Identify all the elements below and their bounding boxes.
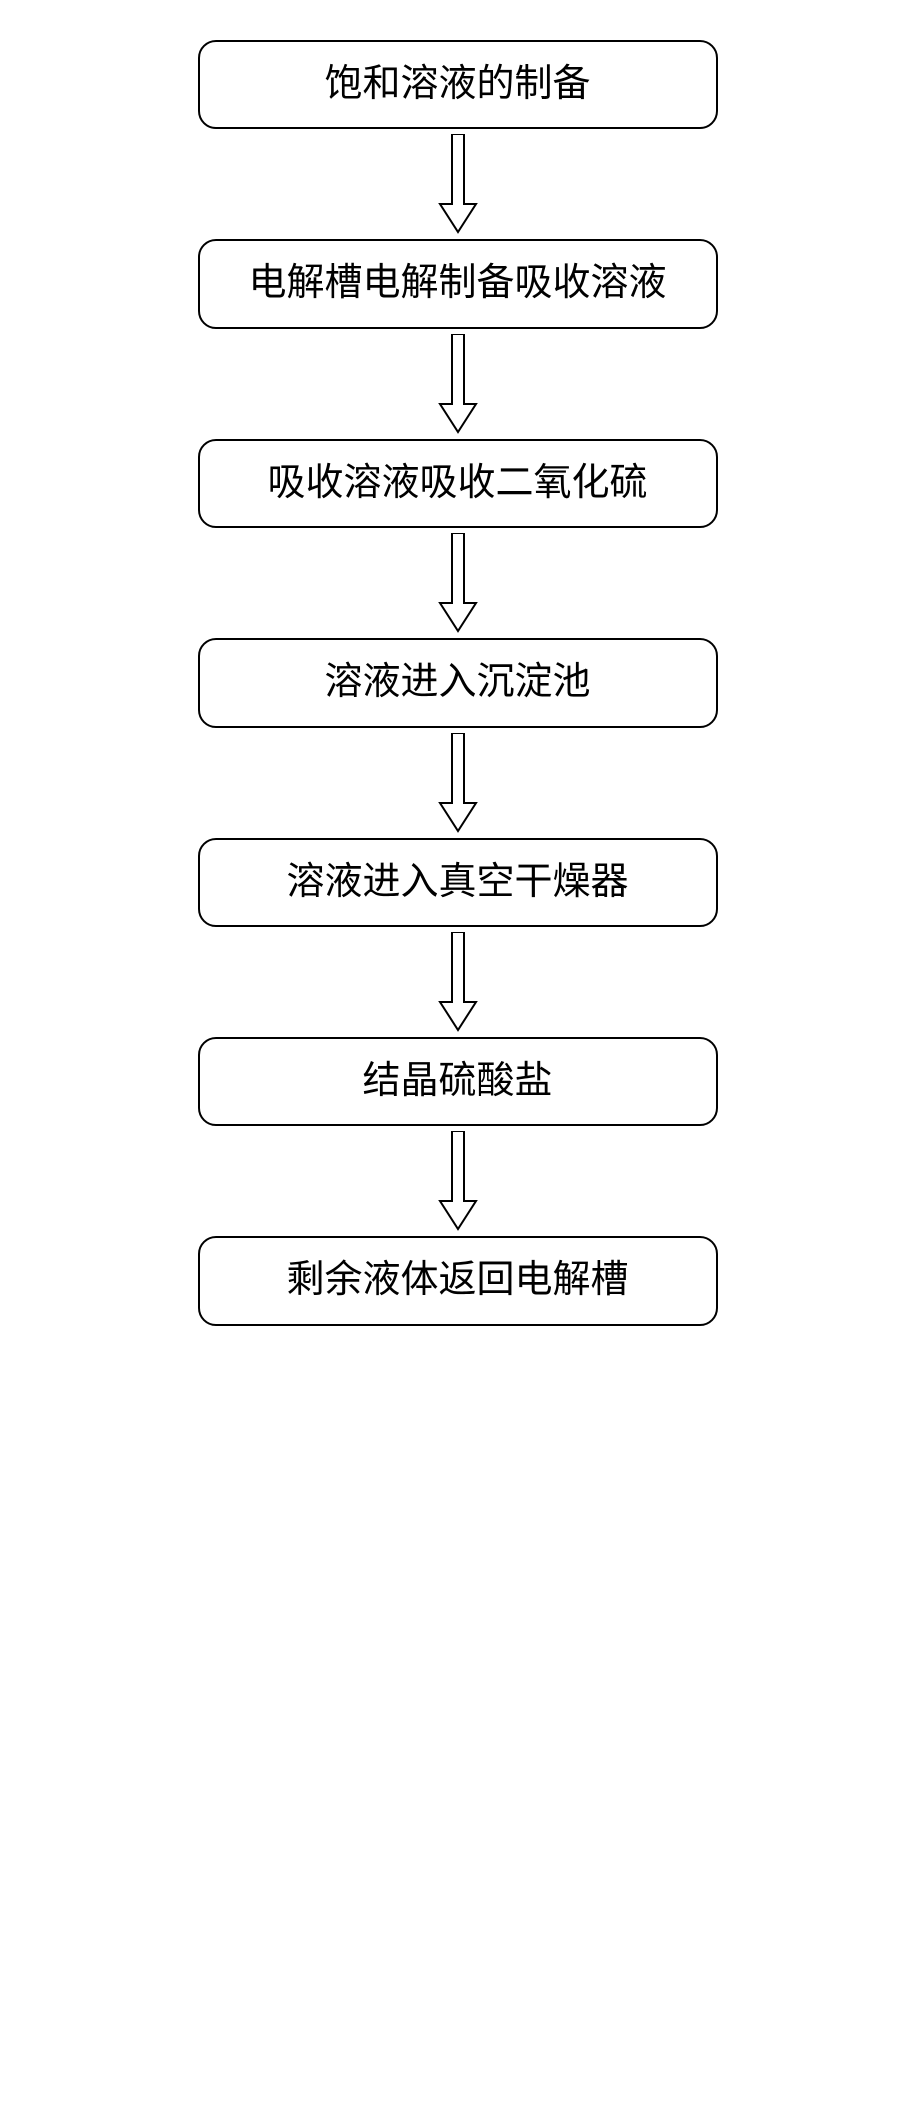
- flow-step-7: 剩余液体返回电解槽: [198, 1236, 718, 1325]
- flow-step-4: 溶液进入沉淀池: [198, 638, 718, 727]
- flow-step-label: 电解槽电解制备吸收溶液: [248, 262, 666, 304]
- flow-step-label: 溶液进入沉淀池: [324, 661, 590, 703]
- flow-step-label: 结晶硫酸盐: [362, 1060, 552, 1102]
- flowchart-container: 饱和溶液的制备 电解槽电解制备吸收溶液 吸收溶液吸收二氧化硫 溶液进入沉淀池 溶…: [158, 40, 758, 1326]
- flow-arrow: [438, 329, 478, 439]
- arrow-down-icon: [438, 733, 478, 833]
- flow-arrow: [438, 927, 478, 1037]
- flow-step-label: 溶液进入真空干燥器: [286, 861, 628, 903]
- arrow-down-icon: [438, 533, 478, 633]
- flow-arrow: [438, 1126, 478, 1236]
- flow-step-label: 剩余液体返回电解槽: [286, 1259, 628, 1301]
- arrow-down-icon: [438, 1131, 478, 1231]
- flow-step-5: 溶液进入真空干燥器: [198, 838, 718, 927]
- flow-step-1: 饱和溶液的制备: [198, 40, 718, 129]
- flow-step-label: 饱和溶液的制备: [324, 63, 590, 105]
- flow-arrow: [438, 129, 478, 239]
- flow-step-6: 结晶硫酸盐: [198, 1037, 718, 1126]
- flow-step-3: 吸收溶液吸收二氧化硫: [198, 439, 718, 528]
- flow-step-2: 电解槽电解制备吸收溶液: [198, 239, 718, 328]
- arrow-down-icon: [438, 932, 478, 1032]
- arrow-down-icon: [438, 334, 478, 434]
- flow-arrow: [438, 528, 478, 638]
- flow-step-label: 吸收溶液吸收二氧化硫: [267, 462, 647, 504]
- flow-arrow: [438, 728, 478, 838]
- arrow-down-icon: [438, 134, 478, 234]
